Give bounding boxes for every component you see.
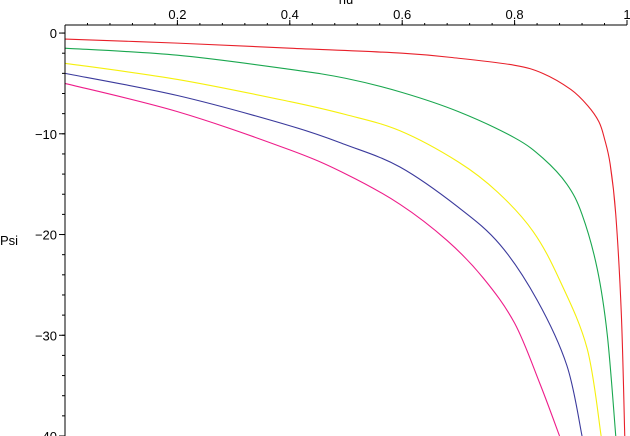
series-layer bbox=[64, 38, 626, 436]
x-tick-label: 0.8 bbox=[506, 7, 524, 22]
x-tick-label: 1 bbox=[623, 7, 630, 22]
x-axis-label: nu bbox=[339, 0, 353, 7]
y-tick-label: −20 bbox=[35, 228, 57, 243]
x-tick-label: 0.6 bbox=[393, 7, 411, 22]
y-tick-label: −30 bbox=[35, 328, 57, 343]
x-tick-label: 0.2 bbox=[168, 7, 186, 22]
y-axis-label: Psi bbox=[0, 233, 18, 248]
series-line-4 bbox=[64, 72, 583, 436]
axes-layer: 0.2 0.4 0.6 0.8 1 0 −10 −20 −30 −40 bbox=[35, 7, 630, 436]
series-line-3 bbox=[64, 62, 602, 436]
y-tick-label: −40 bbox=[35, 429, 57, 436]
series-line-2 bbox=[64, 47, 617, 436]
y-tick-label: −10 bbox=[35, 127, 57, 142]
y-tick-label: 0 bbox=[50, 26, 57, 41]
series-line-5 bbox=[64, 82, 561, 436]
series-line-1 bbox=[64, 38, 626, 436]
x-tick-label: 0.4 bbox=[281, 7, 299, 22]
